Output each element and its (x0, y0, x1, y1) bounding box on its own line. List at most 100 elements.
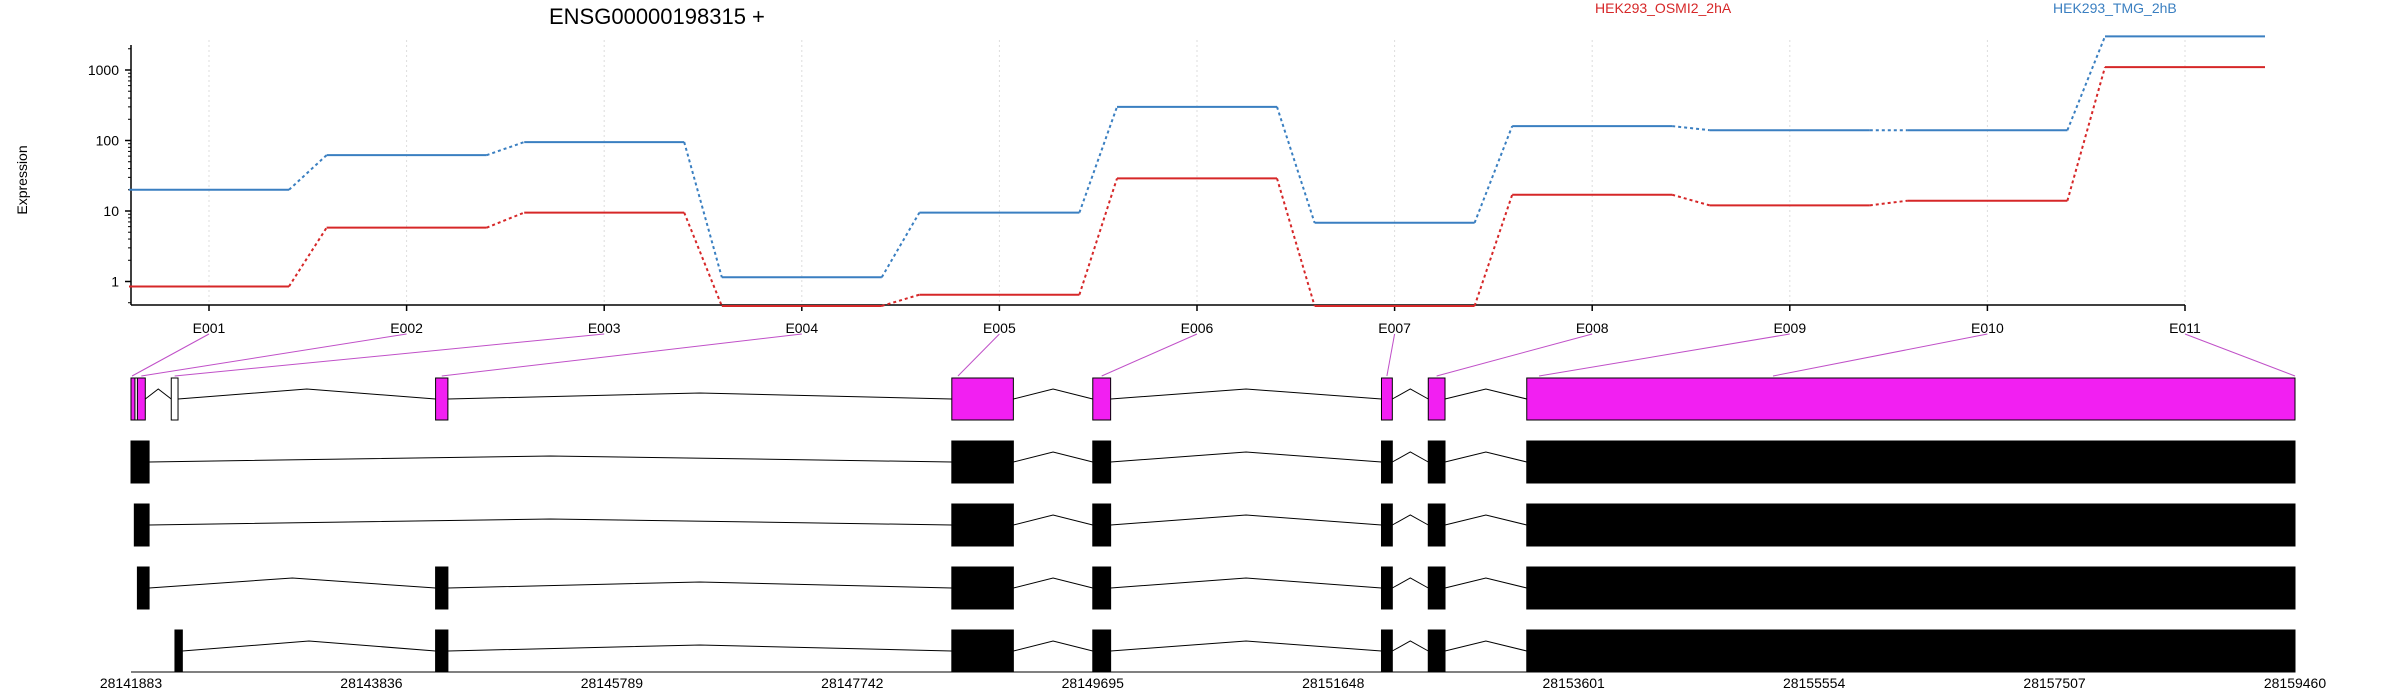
exon-block (435, 566, 449, 610)
intron-line (447, 392, 952, 400)
genomic-tick-label: 28153601 (1543, 675, 1606, 691)
exon-block (1526, 440, 2296, 484)
intron-line (182, 640, 436, 652)
exon-block (1427, 566, 1446, 610)
exon-block (951, 440, 1014, 484)
exon-block (136, 566, 150, 610)
exon-block (435, 377, 449, 421)
intron-line (1110, 451, 1382, 463)
exon-connector (957, 333, 1000, 377)
y-tick-label: 1 (111, 274, 119, 290)
intron-line (1013, 640, 1093, 652)
series-connector (288, 227, 328, 288)
series-connector (486, 141, 525, 157)
exon-block (951, 503, 1014, 547)
x-tick-label: E005 (983, 320, 1016, 336)
exon-block (130, 377, 136, 421)
series-connector (683, 141, 723, 278)
series-connector (1671, 193, 1711, 207)
exon-connector (1772, 333, 1988, 377)
x-tick-label: E008 (1576, 320, 1609, 336)
intron-line (149, 455, 952, 463)
exon-connector (2184, 333, 2296, 377)
intron-line (144, 388, 172, 400)
exon-block (1092, 440, 1112, 484)
intron-line (1392, 514, 1429, 526)
genomic-tick-label: 28149695 (1062, 675, 1125, 691)
intron-line (1013, 388, 1093, 400)
exon-block (1526, 566, 2296, 610)
transcript-track (136, 566, 2296, 610)
intron-line (447, 644, 952, 652)
intron-line (1013, 451, 1093, 463)
intron-line (1444, 451, 1527, 463)
intron-line (447, 581, 952, 589)
exon-block (1092, 629, 1112, 673)
series-connector (881, 293, 920, 307)
series-connector (1869, 199, 1908, 207)
x-tick-label: E011 (2169, 320, 2201, 336)
y-axis-label: Expression (14, 145, 30, 214)
series-connector (1473, 194, 1514, 307)
series-connector (1078, 178, 1118, 295)
genomic-tick-label: 28159460 (2264, 675, 2327, 691)
exon-block (174, 629, 183, 673)
genomic-tick-label: 28155554 (1783, 675, 1846, 691)
intron-line (177, 388, 436, 400)
exon-connector (141, 333, 407, 377)
exon-block (170, 377, 179, 421)
series-connector (486, 211, 525, 229)
transcript-track (174, 629, 2296, 673)
exon-connector (1436, 333, 1593, 377)
exon-connector (441, 333, 802, 377)
series-connector (2066, 35, 2106, 131)
genomic-coordinate-axis: 28141883 28143836 28145789 28147742 28149695… (100, 671, 2327, 691)
x-tick-label: E003 (588, 320, 621, 336)
intron-line (1013, 514, 1093, 526)
grid-layer (208, 40, 2186, 305)
exon-block (1380, 503, 1393, 547)
exon-block (435, 629, 449, 673)
series-HEK293_OSMI2_2hA (129, 66, 2265, 307)
intron-line (1392, 388, 1429, 400)
exon-block (133, 503, 150, 547)
exon-block (1526, 629, 2296, 673)
intron-line (149, 518, 952, 526)
exon-block (1526, 503, 2296, 547)
exon-block (1380, 629, 1393, 673)
exon-block (1427, 377, 1446, 421)
series-connector (1078, 106, 1118, 213)
x-tick-label: E001 (193, 320, 226, 336)
genomic-tick-label: 28143836 (340, 675, 403, 691)
exon-connector (131, 333, 210, 377)
intron-line (1110, 577, 1382, 589)
exon-connector-lines (131, 333, 2296, 377)
exon-block (130, 440, 150, 484)
genomic-tick-label: 28151648 (1302, 675, 1365, 691)
transcript-tracks (130, 377, 2296, 673)
series-connector (1276, 178, 1316, 307)
exon-block (951, 629, 1014, 673)
x-tick-label: E004 (785, 320, 818, 336)
exon-block (1092, 503, 1112, 547)
series-connector (2066, 66, 2106, 201)
legend-entry-tmg: HEK293_TMG_2hB (2053, 0, 2177, 16)
series-connector (288, 154, 328, 191)
x-tick-label: E007 (1378, 320, 1411, 336)
exon-block (136, 377, 146, 421)
genomic-tick-label: 28145789 (581, 675, 644, 691)
exon-connector (1538, 333, 1790, 377)
exon-block (1092, 566, 1112, 610)
y-tick-label: 100 (96, 133, 120, 149)
intron-line (1110, 640, 1382, 652)
intron-line (1110, 388, 1382, 400)
transcript-track (130, 440, 2296, 484)
exon-connector (1101, 333, 1198, 377)
exon-block (1092, 377, 1112, 421)
chart-title: ENSG00000198315 + (549, 4, 765, 29)
exon-connector (174, 333, 605, 377)
intron-line (1392, 577, 1429, 589)
series-connector (1276, 106, 1316, 224)
exon-block (1380, 377, 1393, 421)
intron-line (1444, 577, 1527, 589)
